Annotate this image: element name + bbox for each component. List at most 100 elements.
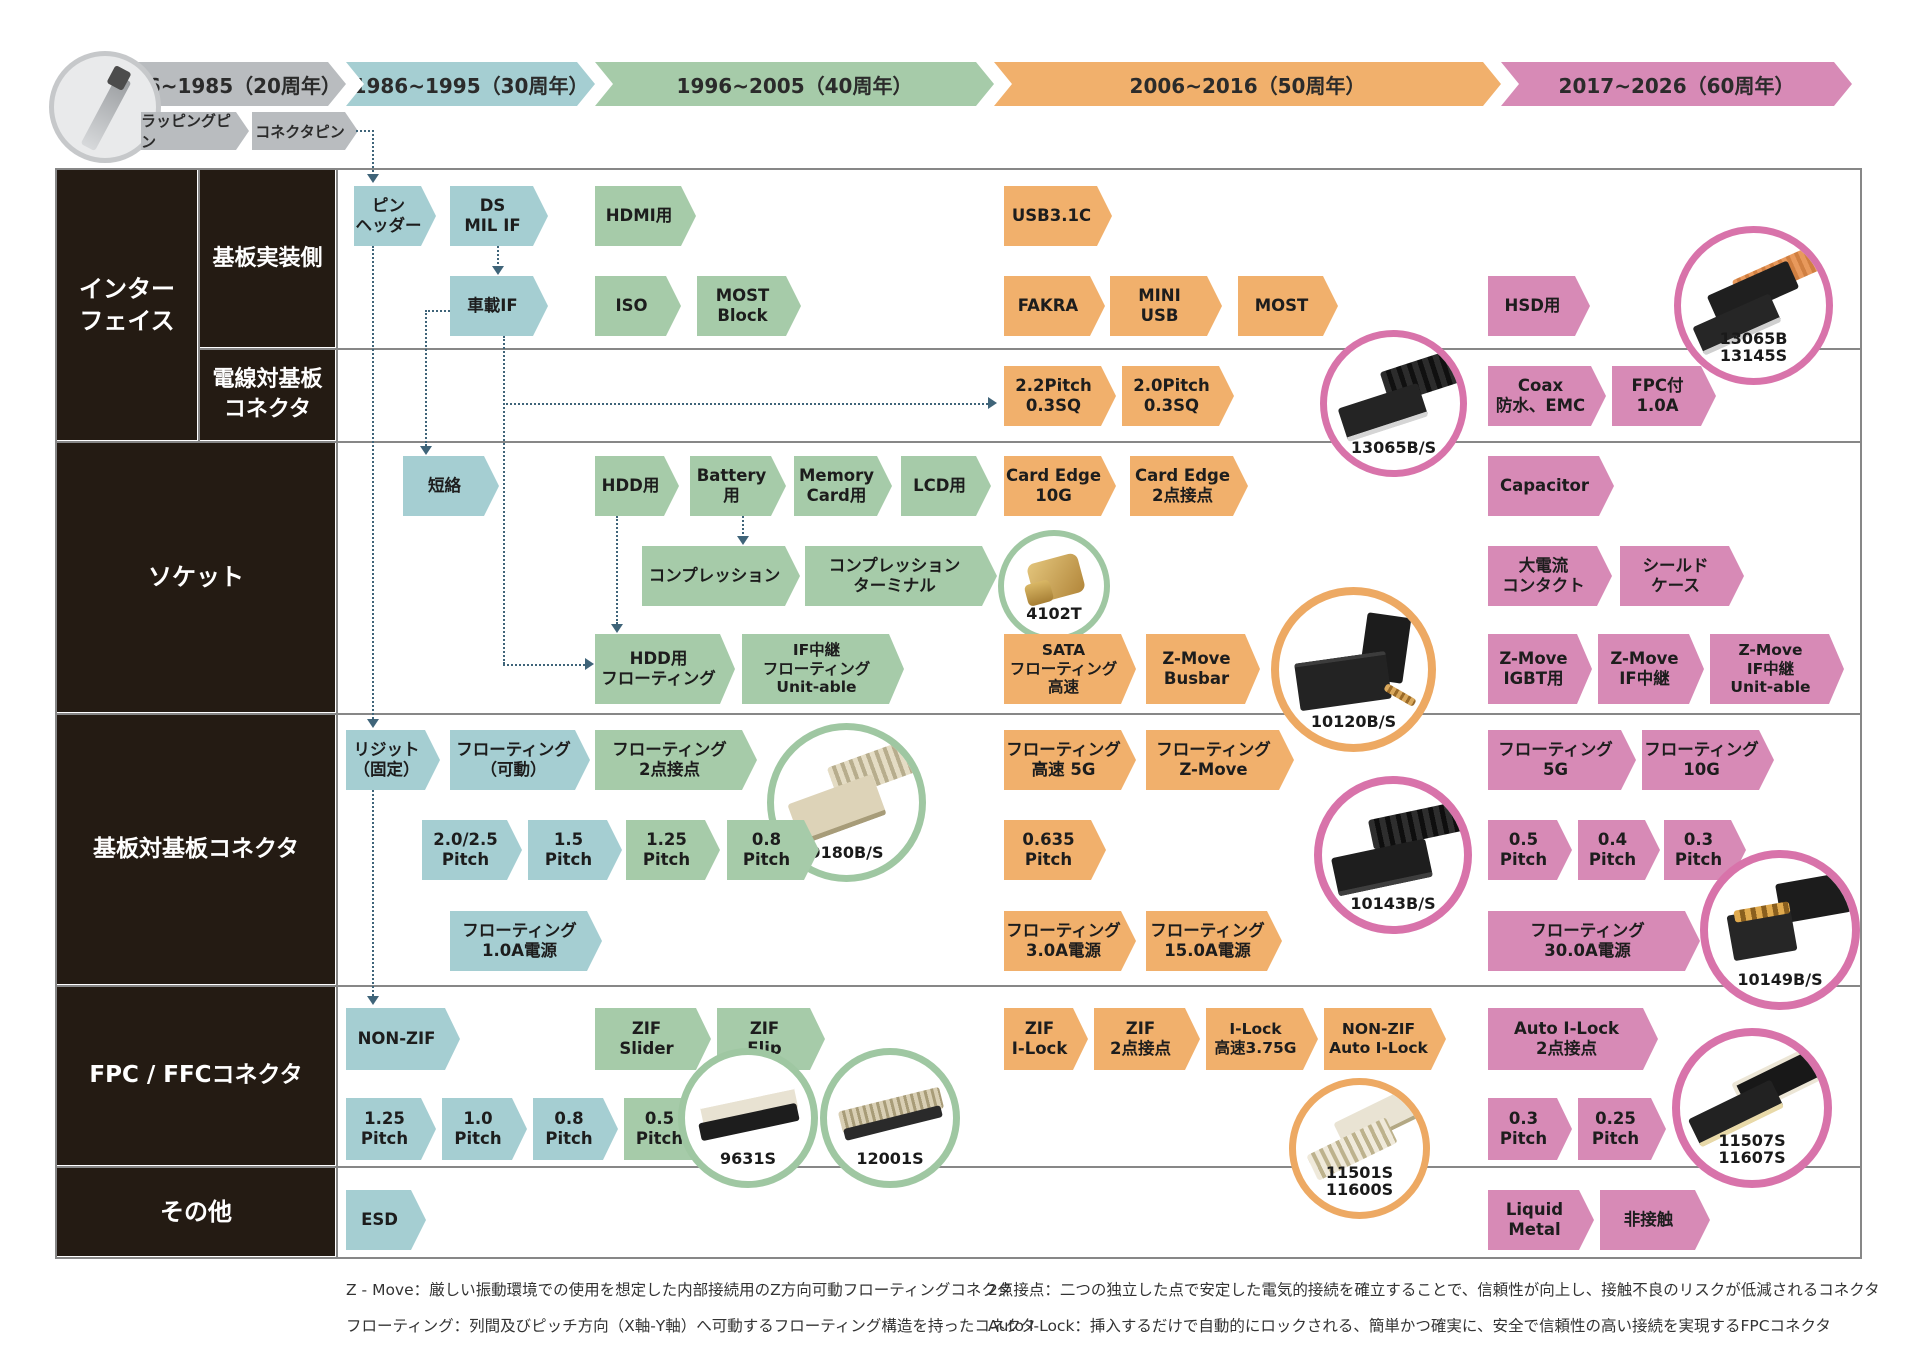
product-circle-13065b: 13065B 13145S (1674, 226, 1833, 385)
node-float-hs-5g: フローティング 高速 5G (1004, 730, 1136, 790)
grid-line (55, 441, 1862, 443)
node-lcd: LCD用 (901, 456, 991, 516)
node-025-pitch-p: 0.25 Pitch (1578, 1098, 1666, 1160)
product-label: 11501S 11600S (1325, 1162, 1394, 1200)
node-03-pitch-p2: 0.3 Pitch (1488, 1098, 1572, 1160)
node-pin-header: ピン ヘッダー (354, 186, 436, 246)
footnote-auto-ilock: Auto I-Lock：挿入するだけで自動的にロックされる、簡単かつ確実に、安全… (988, 1317, 1831, 1335)
node-memory-card: Memory Card用 (794, 456, 892, 516)
node-2025-pitch: 2.0/2.5 Pitch (422, 820, 522, 880)
product-circle-10149bs: 10149B/S (1700, 850, 1860, 1010)
node-battery: Battery用 (690, 456, 786, 516)
node-non-zif: NON-ZIF (346, 1008, 460, 1070)
flow-line (742, 516, 744, 538)
sidebar-row-other: その他 (57, 1168, 335, 1256)
flow-arrow-icon (367, 719, 379, 728)
node-float-movable: フローティング （可動） (450, 730, 590, 790)
node-float-5g: フローティング 5G (1488, 730, 1636, 790)
node-zif-2p: ZIF 2点接点 (1094, 1008, 1200, 1070)
node-zmove-if-unitable: Z-Move IF中継 Unit-able (1710, 634, 1844, 704)
node-20pitch-03sq: 2.0Pitch 0.3SQ (1122, 366, 1234, 426)
flow-arrow-icon (585, 658, 594, 670)
origin-wrapping-pin: ラッピングピン (141, 112, 249, 150)
flow-arrow-icon (492, 266, 504, 275)
grid-line (55, 168, 57, 1257)
node-hdmi: HDMI用 (595, 186, 696, 246)
flow-line (503, 664, 585, 666)
grid-line (55, 1166, 1862, 1168)
product-circle-11507s: 11507S 11607S (1672, 1028, 1832, 1188)
flow-arrow-icon (367, 996, 379, 1005)
era-2006-2016: 2006~2016（50周年） (994, 62, 1501, 106)
product-label: 4102T (1026, 604, 1082, 624)
flow-arrow-icon (367, 174, 379, 183)
sidebar-row-socket: ソケット (57, 443, 335, 712)
product-label: 13065B/S (1350, 438, 1437, 458)
product-label: 10143B/S (1350, 894, 1436, 914)
node-ilock-hs: I-Lock 高速3.75G (1206, 1008, 1318, 1070)
product-label: 9180B/S (809, 843, 884, 863)
node-tanraku: 短絡 (403, 456, 499, 516)
node-05-pitch-p: 0.5 Pitch (1488, 820, 1572, 880)
product-label: 13065B 13145S (1719, 328, 1788, 366)
flow-arrow-icon (988, 397, 997, 409)
node-card-edge-10g: Card Edge 10G (1004, 456, 1116, 516)
flow-line (372, 246, 374, 722)
connector-photo (1294, 650, 1392, 712)
node-float-10g: フローティング 10G (1642, 730, 1774, 790)
product-label: 12001S (856, 1149, 924, 1169)
grid-line (55, 1257, 1862, 1259)
node-hdd: HDD用 (595, 456, 679, 516)
node-nonzif-auto-ilock: NON-ZIF Auto I-Lock (1324, 1008, 1446, 1070)
node-mini-usb: MINI USB (1110, 276, 1222, 336)
node-coax-emc: Coax 防水、EMC (1488, 366, 1606, 426)
product-circle-4102t: 4102T (998, 530, 1110, 642)
product-circle-13065bs: 13065B/S (1320, 330, 1467, 477)
node-04-pitch-p: 0.4 Pitch (1578, 820, 1660, 880)
node-if-float-unitable: IF中継 フローティング Unit-able (742, 634, 904, 704)
flow-line (372, 790, 374, 996)
node-shasai-if: 車載IF (450, 276, 548, 336)
sidebar-row-pcb-side: 基板実装側 (200, 170, 335, 347)
product-label: 10149B/S (1737, 970, 1823, 990)
grid-line (198, 348, 1862, 350)
node-usb31c: USB3.1C (1004, 186, 1112, 246)
node-rigid: リジット （固定） (346, 730, 440, 790)
flow-arrow-icon (611, 624, 623, 633)
node-15-pitch: 1.5 Pitch (528, 820, 622, 880)
flow-line (497, 246, 499, 268)
grid-line (55, 985, 1862, 987)
node-03-pitch-p: 0.3 Pitch (1664, 820, 1746, 880)
node-fakra: FAKRA (1004, 276, 1105, 336)
node-hisetsu: 非接触 (1600, 1190, 1710, 1250)
flow-line (372, 130, 374, 176)
grid-line (198, 168, 200, 441)
flow-line (356, 130, 374, 132)
product-circle-10143bs: 10143B/S (1314, 776, 1472, 934)
node-125-pitch-t: 1.25 Pitch (346, 1098, 436, 1160)
product-circle-10120bs: 10120B/S (1271, 587, 1436, 752)
grid-line (55, 168, 1862, 170)
node-22pitch-03sq: 2.2Pitch 0.3SQ (1004, 366, 1116, 426)
node-shield-case: シールド ケース (1620, 546, 1744, 606)
node-float-30a: フローティング 30.0A電源 (1488, 911, 1700, 971)
product-circle-9631s: 9631S (678, 1048, 818, 1188)
node-most-block: MOST Block (697, 276, 801, 336)
flow-line (503, 403, 988, 405)
node-10-pitch-t: 1.0 Pitch (442, 1098, 527, 1160)
node-daidenryu: 大電流 コンタクト (1488, 546, 1612, 606)
node-zmove-if: Z-Move IF中継 (1598, 634, 1704, 704)
node-auto-ilock-2p: Auto I-Lock 2点接点 (1488, 1008, 1658, 1070)
node-float-3a: フローティング 3.0A電源 (1004, 911, 1136, 971)
connector-photo (1023, 579, 1055, 607)
flow-line (503, 336, 505, 664)
product-label: 10120B/S (1310, 712, 1397, 732)
node-compression: コンプレッション (642, 546, 800, 606)
connector-photo (1330, 838, 1434, 897)
flow-arrow-icon (737, 536, 749, 545)
node-liquid-metal: Liquid Metal (1488, 1190, 1594, 1250)
node-125-pitch-g: 1.25 Pitch (626, 820, 720, 880)
node-sata-float: SATA フローティング 高速 (1004, 634, 1136, 704)
node-zif-slider: ZIF Slider (595, 1008, 711, 1070)
